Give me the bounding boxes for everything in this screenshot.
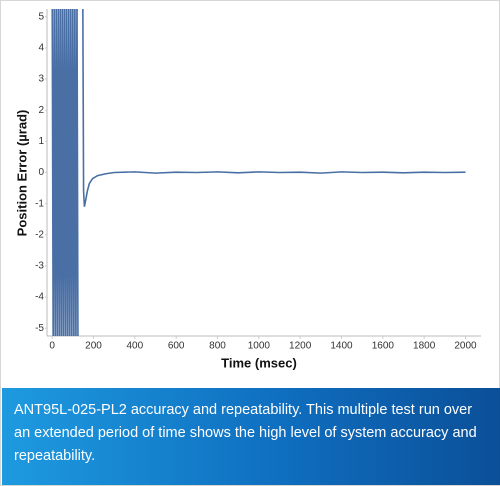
x-tick-label: 200: [85, 341, 102, 352]
y-tick-label: -1: [35, 198, 44, 209]
x-tick-label: 800: [209, 341, 226, 352]
x-tick-label: 1600: [372, 341, 395, 352]
data-line: [51, 9, 466, 336]
x-tick-label: 1000: [248, 341, 271, 352]
x-tick-label: 1200: [289, 341, 312, 352]
y-tick-label: 0: [38, 167, 44, 178]
x-tick-label: 2000: [454, 341, 477, 352]
y-tick-label: 4: [38, 43, 44, 54]
y-tick-label: 3: [38, 74, 44, 85]
y-tick-label: -5: [35, 323, 44, 334]
caption: ANT95L-025-PL2 accuracy and repeatabilit…: [2, 388, 500, 485]
x-axis-label: Time (msec): [221, 355, 297, 370]
x-tick-label: 1800: [413, 341, 436, 352]
plot-area: [51, 9, 466, 336]
x-tick-label: 0: [49, 341, 55, 352]
y-tick-label: -3: [35, 261, 44, 272]
y-tick-label: -4: [35, 292, 44, 303]
y-tick-label: 5: [38, 11, 44, 22]
x-tick-label: 400: [126, 341, 143, 352]
y-axis-label: Position Error (µrad): [14, 110, 29, 237]
y-tick-label: -2: [35, 229, 44, 240]
x-tick-label: 600: [168, 341, 185, 352]
chart: Time (msec) Position Error (µrad) -5 -4 -3…: [14, 9, 481, 370]
x-tick-label: 1400: [330, 341, 353, 352]
y-tick-label: 1: [38, 136, 44, 147]
y-tick-label: 2: [38, 105, 44, 116]
